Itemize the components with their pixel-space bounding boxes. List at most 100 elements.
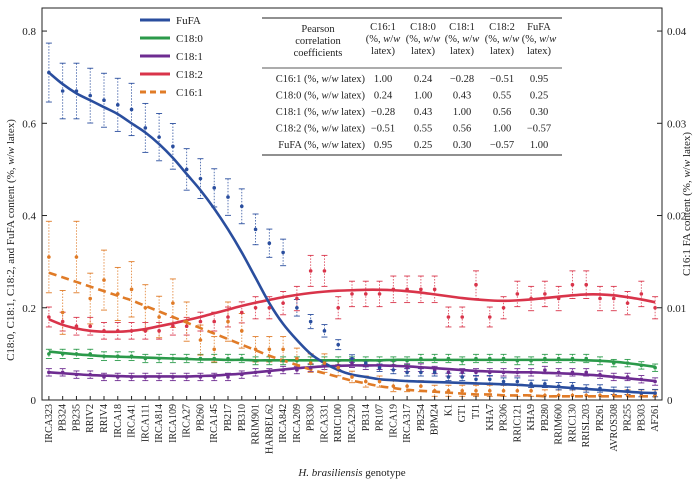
table-col-header-c16-1: C16:1 bbox=[370, 22, 396, 33]
x-tick-label-k1: K1 bbox=[443, 404, 454, 416]
table-cell: 0.55 bbox=[493, 91, 511, 102]
point-fufa bbox=[308, 319, 313, 324]
point-c16-1 bbox=[198, 338, 203, 342]
point-c16-1 bbox=[308, 361, 313, 365]
point-c18-1 bbox=[157, 375, 161, 379]
point-c16-1 bbox=[60, 310, 65, 315]
point-c16-1 bbox=[419, 384, 423, 388]
point-c16-1 bbox=[584, 393, 589, 398]
legend-label-c16-1: C16:1 bbox=[176, 87, 203, 99]
point-c16-1 bbox=[570, 393, 575, 398]
point-c18-0 bbox=[487, 356, 492, 361]
point-c18-1 bbox=[501, 370, 506, 375]
point-c16-1 bbox=[322, 361, 327, 365]
point-c16-1 bbox=[295, 356, 299, 361]
point-c18-2 bbox=[295, 296, 299, 301]
point-c16-1 bbox=[460, 388, 465, 393]
point-c16-1 bbox=[377, 379, 382, 384]
point-c16-1 bbox=[611, 393, 616, 398]
x-tick-label-irca230: IRCA230 bbox=[347, 404, 358, 443]
point-fufa bbox=[653, 391, 657, 395]
point-c18-2 bbox=[239, 310, 244, 315]
point-c18-0 bbox=[529, 359, 533, 363]
table-col-tail: latex) bbox=[490, 46, 514, 57]
x-tick-label-rric100: RRIC100 bbox=[333, 404, 344, 442]
point-c18-1 bbox=[350, 361, 354, 365]
x-tick-label-pb260: PB260 bbox=[195, 404, 206, 431]
x-tick-label-irca18: IRCA18 bbox=[113, 404, 124, 438]
point-c18-2 bbox=[432, 287, 437, 292]
point-c18-0 bbox=[611, 361, 616, 365]
point-c16-1 bbox=[129, 287, 134, 292]
point-c18-0 bbox=[60, 352, 65, 356]
point-fufa bbox=[47, 70, 51, 75]
point-c18-2 bbox=[625, 301, 630, 305]
point-fufa bbox=[143, 126, 148, 130]
x-tick-label-pb280: PB280 bbox=[540, 404, 551, 431]
point-c18-2 bbox=[115, 329, 120, 333]
point-c16-1 bbox=[391, 384, 396, 388]
point-c18-2 bbox=[405, 287, 409, 292]
table-col-unit: (%, w/w bbox=[485, 34, 519, 45]
x-tick-label-irca41: IRCA41 bbox=[127, 404, 138, 438]
x-axis-label: H. brasiliensis genotype bbox=[297, 467, 405, 479]
point-c18-2 bbox=[267, 305, 272, 310]
point-fufa bbox=[515, 379, 520, 384]
table-cell: 1.00 bbox=[414, 91, 432, 102]
point-fufa bbox=[267, 241, 272, 245]
point-fufa bbox=[226, 195, 230, 199]
table-cell: 1.00 bbox=[530, 140, 548, 151]
table-col-tail: latex) bbox=[527, 46, 551, 57]
point-c18-1 bbox=[405, 365, 409, 370]
table-col-tail: latex) bbox=[371, 46, 395, 57]
table-cell: 0.30 bbox=[453, 140, 471, 151]
point-c18-0 bbox=[584, 356, 589, 361]
fit-line-c18-1 bbox=[48, 364, 656, 383]
point-c18-1 bbox=[529, 370, 533, 375]
point-c18-0 bbox=[419, 356, 423, 361]
x-tick-label-pb310: PB310 bbox=[237, 404, 248, 431]
point-c18-2 bbox=[88, 324, 93, 329]
point-c18-1 bbox=[88, 372, 93, 377]
x-tick-label-pb314: PB314 bbox=[361, 404, 372, 431]
x-tick-label-kha9: KHA9 bbox=[526, 404, 537, 431]
point-c16-1 bbox=[350, 375, 354, 379]
table-cell: 0.95 bbox=[374, 140, 392, 151]
y-left-tick-label: 0 bbox=[31, 395, 37, 407]
point-c18-0 bbox=[281, 359, 285, 363]
x-tick-label-irca209: IRCA209 bbox=[292, 404, 303, 443]
fit-line-fufa bbox=[48, 71, 656, 395]
point-c18-0 bbox=[74, 352, 79, 356]
x-tick-label-irca842: IRCA842 bbox=[278, 404, 289, 443]
x-tick-label-pr255: PR255 bbox=[623, 404, 634, 431]
point-fufa bbox=[543, 382, 547, 386]
point-c18-0 bbox=[543, 356, 547, 361]
point-c18-1 bbox=[570, 370, 575, 375]
point-c16-1 bbox=[281, 347, 285, 352]
table-col-header-fufa: FuFA bbox=[527, 22, 551, 33]
point-c18-1 bbox=[474, 370, 478, 375]
x-tick-label-rric130: RRIC130 bbox=[567, 404, 578, 442]
point-c18-1 bbox=[74, 372, 79, 377]
x-tick-label-pr306: PR306 bbox=[499, 404, 510, 431]
table-corner-line: coefficients bbox=[294, 48, 343, 59]
x-tick-label-irca331: IRCA331 bbox=[319, 404, 330, 443]
point-fufa bbox=[74, 89, 79, 93]
point-c18-2 bbox=[157, 329, 161, 333]
point-fufa bbox=[432, 370, 437, 375]
point-c18-1 bbox=[446, 370, 451, 375]
point-c18-0 bbox=[336, 359, 341, 363]
point-c18-2 bbox=[198, 319, 203, 324]
point-c18-0 bbox=[639, 363, 644, 368]
x-tick-label-rric121: RRIC121 bbox=[512, 404, 523, 442]
table-cell: 0.30 bbox=[530, 107, 548, 118]
y-axis-right-label: C16:1 FA content (%, w/w latex) bbox=[681, 132, 693, 276]
point-c18-0 bbox=[88, 352, 93, 356]
x-tick-label-af261: AF261 bbox=[650, 404, 661, 432]
point-fufa bbox=[487, 377, 492, 382]
x-tick-label-irca111: IRCA111 bbox=[140, 404, 151, 442]
x-tick-label-rriv4: RRIV4 bbox=[99, 404, 110, 433]
